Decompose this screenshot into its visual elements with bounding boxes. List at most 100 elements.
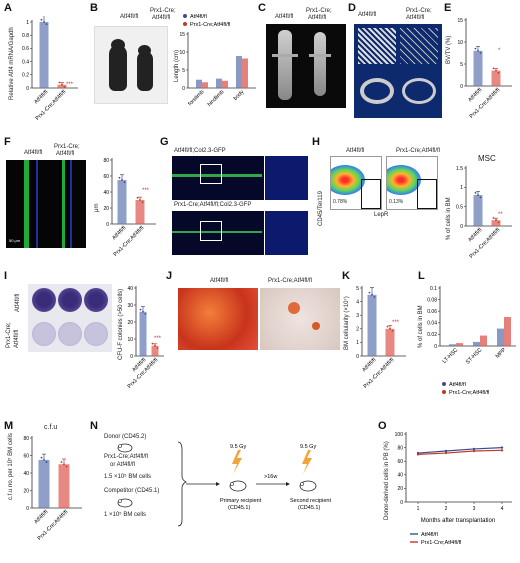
panel-h-point	[497, 221, 500, 224]
panel-h-gate1: 0.78%	[333, 199, 348, 205]
panel-h-ytick-label: 1.5	[456, 166, 463, 172]
panel-d-ko-label2: Atf4fl/fl	[406, 15, 425, 21]
panel-o-point	[472, 447, 476, 451]
panel-i-ticks: 0 10 20 30 40	[127, 286, 136, 360]
panel-f-point	[141, 201, 144, 204]
panel-label-e: E	[444, 2, 452, 14]
bone-fluorescence-image: 50 μm	[6, 160, 86, 248]
panel-i-point	[154, 344, 156, 347]
panel-f-ytick-label: 60	[103, 174, 109, 180]
competitor-mouse-icon	[117, 498, 133, 508]
panel-l-legend-ctrl: Atf4fl/fl	[449, 382, 466, 388]
panel-m-point	[40, 456, 43, 459]
panel-label-b: B	[90, 2, 98, 14]
panel-i-point	[142, 310, 144, 313]
lightning-icon-1	[232, 450, 242, 474]
panel-n-or: or Atf4fl/fl	[110, 462, 136, 468]
panel-b-chart: Atf4fl/fl Prx1-Cre;Atf4fl/fl 0 5 10 15 fore…	[179, 14, 256, 108]
panel-n-competitor: Competitor (CD45.1)	[104, 488, 160, 494]
panel-o-point	[472, 449, 476, 453]
xray-image	[266, 24, 346, 108]
panel-e-point	[492, 67, 495, 70]
panel-i-ko-label1: Prx1-Cre;	[6, 322, 12, 348]
panel-f-point	[136, 196, 139, 199]
panel-h-bar	[473, 195, 483, 226]
panel-d-ctrl-label: Atf4fl/fl	[358, 12, 377, 18]
panel-o-ytick-label: 80	[397, 445, 403, 451]
col23-gfp-ko-image	[172, 211, 308, 255]
panel-k-ytick-label: 5	[356, 286, 359, 292]
panel-k-ytick-label: 3	[356, 313, 359, 319]
panel-label-d: D	[348, 2, 356, 14]
panel-label-o: O	[378, 420, 387, 432]
oil-red-ko-image	[260, 288, 340, 350]
panel-o-point	[416, 453, 420, 456]
panel-f-bar	[135, 200, 145, 224]
panel-n-donor: Donor (CD45.2)	[104, 434, 147, 440]
panel-o-point	[500, 449, 504, 452]
second-mouse-icon	[299, 480, 317, 492]
panel-h-point	[477, 194, 479, 196]
panel-n-donor-geno: Prx1-Cre;Atf4fl/fl	[104, 454, 149, 460]
panel-h-yaxis: CD45/Ter119	[318, 191, 324, 226]
panel-b-bar	[202, 82, 208, 88]
panel-e-ticks: 0 5 10 15	[457, 18, 466, 90]
primary-mouse-icon	[229, 480, 247, 492]
panel-f-ko-label2: Atf4fl/fl	[56, 151, 75, 157]
panel-f-ytick-label: 0	[106, 222, 109, 228]
facs-ctrl-plot: 0.78%	[330, 156, 382, 210]
panel-h-point	[479, 196, 482, 199]
panel-b-ytick-label: 10	[179, 50, 185, 56]
panel-e-bar	[473, 50, 483, 86]
panel-e-ytick-label: 15	[457, 18, 463, 24]
panel-e-ytick-label: 10	[457, 40, 463, 46]
panel-i-bar	[139, 311, 147, 356]
panel-l-bar	[456, 343, 463, 346]
panel-a-ytick-label: 0.8	[22, 33, 29, 39]
n-arrowhead-2	[286, 482, 290, 486]
panel-h-point	[495, 219, 497, 222]
panel-a-xlabel-ctrl: Atf4fl/fl	[33, 89, 49, 105]
panel-a-point	[43, 21, 45, 23]
panel-l-ticks: 0 0.02 0.04 0.06 0.08 0.1	[427, 286, 440, 350]
panel-n-primary-cd: (CD45.1)	[228, 505, 250, 511]
panel-l-xlabel-mpp: MPP	[495, 347, 508, 360]
panel-a-bars	[39, 16, 67, 88]
panel-o-xtick-label: 4	[501, 506, 504, 512]
panel-h-ticks: 0 0.5 1 1.5	[456, 166, 466, 230]
panel-o-xtick-label: 3	[473, 506, 476, 512]
panel-b-ko-label1: Prx1-Cre;	[150, 8, 176, 14]
panel-f-point	[123, 181, 126, 184]
panel-j-ko-label: Prx1-Cre;Atf4fl/fl	[268, 278, 313, 284]
panel-label-a: A	[4, 2, 12, 14]
panel-f-ctrl-label: Atf4fl/fl	[24, 150, 43, 156]
panel-o-chart: 0 20 40 60 80 100 1 2 3 4 Months after transplant…	[395, 432, 512, 546]
panel-b-ytick-label: 0	[182, 86, 185, 92]
panel-l-ytick-label: 0.04	[427, 321, 437, 327]
panel-e-xlabel-ctrl: Atf4fl/fl	[467, 87, 483, 103]
panel-m-point	[43, 458, 45, 461]
col23-gfp-ctrl-image	[172, 156, 308, 200]
panel-l-ytick-label: 0	[434, 344, 437, 350]
panel-b-ctrl-label: Atf4fl/fl	[120, 14, 139, 20]
panel-b-bar	[196, 79, 202, 88]
panel-h-signif: **	[498, 212, 503, 218]
panel-a-point	[63, 86, 66, 88]
panel-a-ytick-label: 0	[26, 86, 29, 92]
panel-m-ylabel: c.f.u no. per 10⁵ BM cells	[8, 433, 14, 500]
panel-label-j: J	[166, 270, 173, 282]
panel-label-h: H	[312, 136, 320, 148]
panel-o-ticks: 0 20 40 60 80 100 1 2 3 4	[395, 432, 504, 512]
panel-i-ko-label2: Atf4fl/fl	[14, 329, 20, 348]
panel-c-ko-label2: Atf4fl/fl	[308, 15, 327, 21]
panel-h-chart: 00.511.5 ** Atf4fl/fl Prx1-Cre;Atf4fl/fl	[456, 166, 512, 260]
panel-i-point	[144, 313, 147, 315]
panel-b-bar	[216, 78, 222, 88]
panel-label-l: L	[418, 270, 425, 282]
panel-f-point	[118, 176, 121, 179]
panel-label-g: G	[160, 136, 169, 148]
panel-m-xlabel-ctrl: Atf4fl/fl	[33, 509, 49, 525]
panel-h-point	[492, 217, 495, 219]
